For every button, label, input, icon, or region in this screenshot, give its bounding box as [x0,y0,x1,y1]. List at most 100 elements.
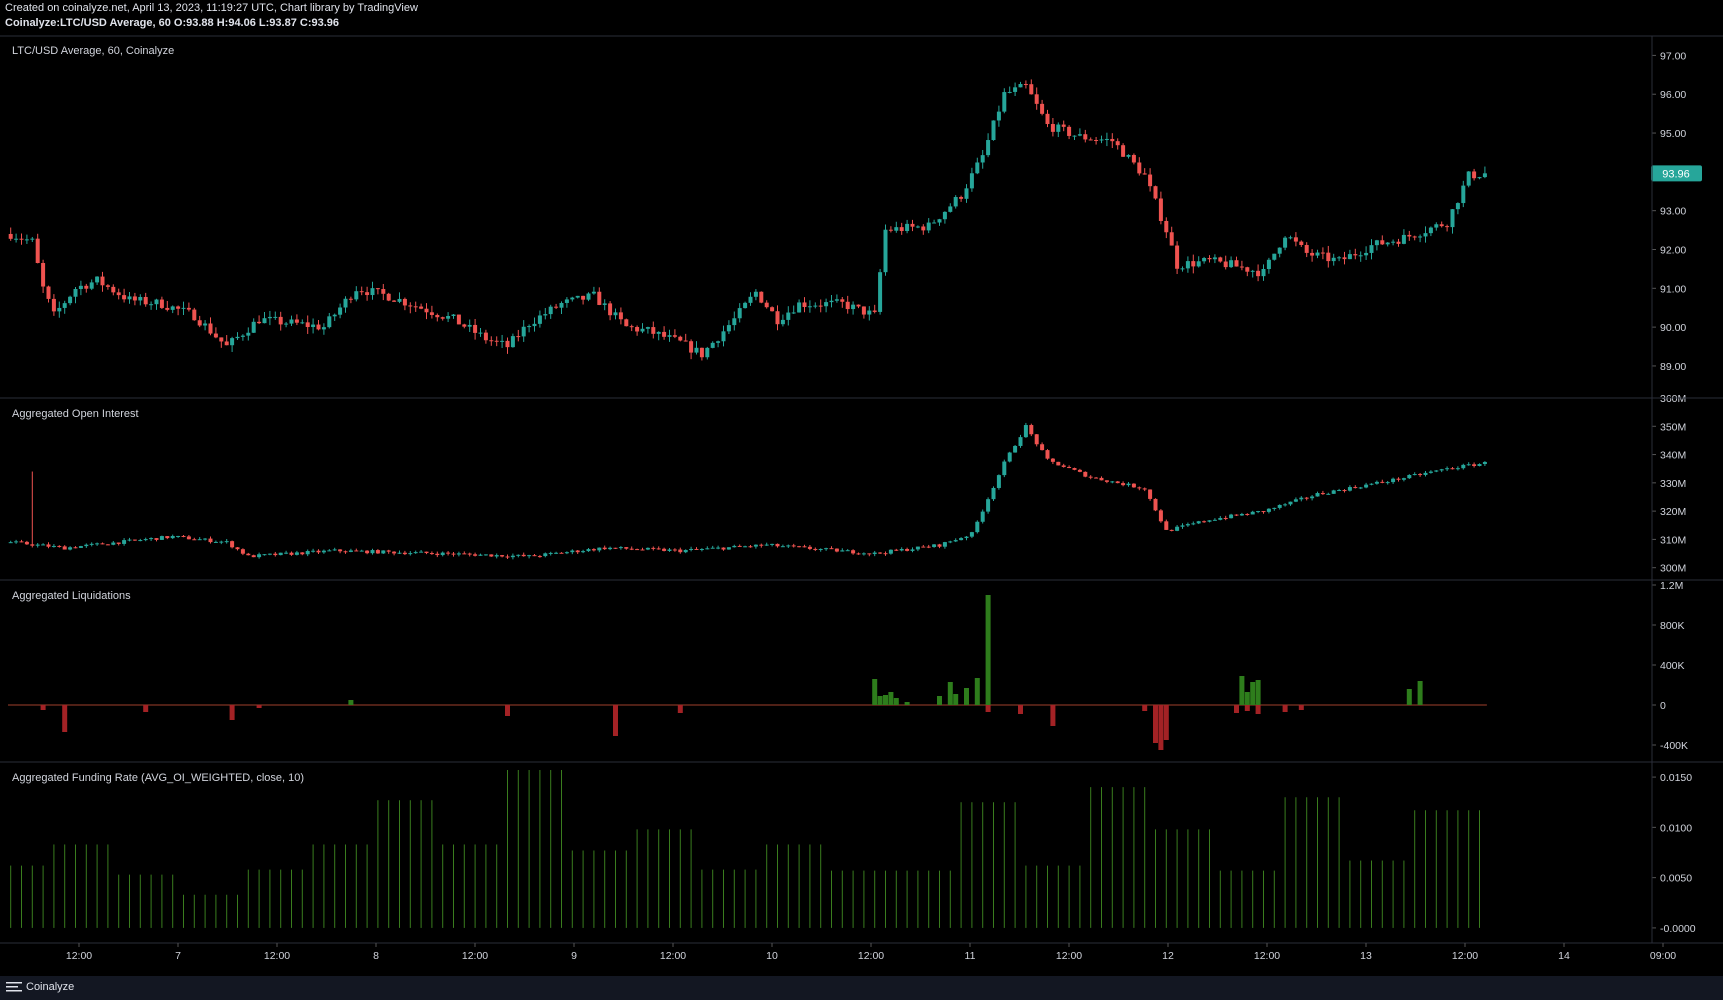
price-candle [1164,220,1169,233]
price-candle [905,223,910,232]
price-candle [170,306,175,310]
oi-candle [667,549,672,551]
oi-candle [213,541,218,543]
price-candle [1007,91,1012,93]
oi-candle [780,546,785,548]
price-candle [159,299,164,308]
price-candle [397,298,402,302]
oi-candle [19,541,24,543]
price-candle [937,219,942,223]
x-tick-label: 8 [373,950,379,962]
liquidations-axis: 1.2M 800K 400K 0 -400K [1652,580,1688,752]
y-tick-label: 93.00 [1660,206,1686,218]
oi-candle [456,553,461,555]
oi-candle [89,543,94,545]
price-candle [1013,87,1018,92]
oi-candle [888,549,893,554]
created-caption: Created on coinalyze.net, April 13, 2023… [5,2,418,14]
oi-candle [926,546,931,548]
price-candle [1239,266,1244,268]
price-candle [1126,154,1131,157]
price-candle [548,306,553,315]
price-candle [921,226,926,231]
price-candle [1153,186,1158,199]
price-candle [791,312,796,314]
price-candle [888,229,893,231]
oi-candle [14,541,19,543]
oi-candle [311,550,316,552]
oi-candle [143,539,148,541]
price-candle [1477,177,1482,179]
price-candle [824,302,829,307]
oi-candle [786,545,791,547]
oi-candle [894,549,899,551]
price-candle [462,324,467,327]
oi-candle [68,547,73,550]
x-tick-label: 12:00 [1056,950,1082,962]
price-candle [624,319,629,327]
oi-candle [111,542,116,545]
oi-candle [640,549,645,551]
y-tick-label: 320M [1660,506,1686,518]
price-candle [262,318,267,324]
price-candle [273,316,278,318]
oi-candle [95,543,100,545]
chart-canvas[interactable]: 97.0096.0095.0094.0093.0092.0091.0090.00… [0,0,1723,976]
price-candle [354,291,359,300]
price-candle [505,340,510,348]
price-candle [710,342,715,348]
price-candle [1482,173,1487,178]
oi-candle [1472,464,1477,466]
price-candle [1277,247,1282,254]
funding-rate-pane[interactable]: 0.0150 0.0100 0.0050 -0.0000 Aggregated Fun… [10,770,1696,935]
short-liquidation-bar [505,705,510,716]
price-candle [68,296,73,304]
oi-candle [948,541,953,543]
oi-candle [1007,452,1012,462]
oi-candle [516,554,521,556]
oi-candle [294,552,299,555]
oi-candle [435,553,440,556]
price-candle [1185,261,1190,269]
price-candle [1212,257,1217,260]
price-pane[interactable]: 97.0096.0095.0094.0093.0092.0091.0090.00… [8,45,1702,373]
price-candle [851,304,856,310]
price-candle [230,338,235,346]
oi-candle [635,549,640,551]
price-candle [699,347,704,358]
short-liquidation-bar [1050,705,1056,726]
oi-candle [953,540,958,542]
price-candle [1034,94,1039,104]
oi-candle [1077,469,1082,472]
oi-candle [1407,474,1412,479]
price-candle [1245,267,1250,272]
oi-candle [1434,470,1439,472]
liquidations-pane[interactable]: 1.2M 800K 400K 0 -400K Aggregated Liquidatio… [8,580,1688,752]
oi-candle [964,536,969,539]
oi-candle [1083,471,1088,477]
oi-candle [105,544,110,546]
last-price-tag: 93.96 [1651,165,1702,182]
open-interest-pane[interactable]: 360M 350M 340M 330M 320M 310M 300M Aggregated … [8,393,1687,575]
footer-brand: Coinalyze [26,981,75,993]
price-candle [721,331,726,342]
price-candle [1337,257,1342,259]
long-liquidation-bar [888,692,894,705]
oi-candle [1115,481,1120,484]
time-axis[interactable]: 12:00 7 12:00 8 12:00 9 12:00 10 12:00 11 12:00 12 1… [66,943,1676,962]
oi-candle [1148,489,1153,499]
price-candle [122,295,127,300]
price-candle [775,311,780,325]
oi-candle [154,538,159,540]
oi-candle [73,547,78,549]
price-candle [770,307,775,312]
price-candle [478,332,483,334]
price-candle [786,312,791,320]
price-candle [1099,139,1104,141]
price-candle [813,305,818,307]
open-interest-axis: 360M 350M 340M 330M 320M 310M 300M [1652,393,1686,575]
oi-candle [1110,481,1115,483]
oi-candle [240,549,245,554]
price-candle [456,314,461,325]
oi-candle [840,550,845,552]
